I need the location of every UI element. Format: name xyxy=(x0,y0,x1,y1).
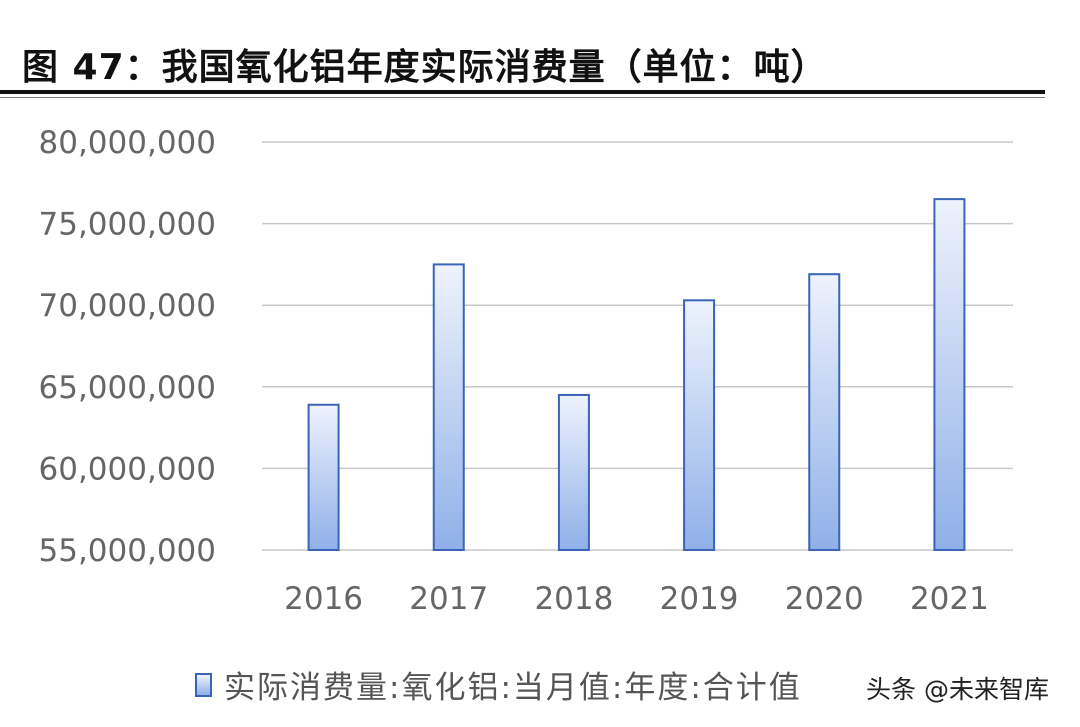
bar-2019 xyxy=(683,299,716,551)
bar-2016 xyxy=(307,403,340,552)
x-tick-label: 2020 xyxy=(785,581,864,617)
bar-2020 xyxy=(808,273,841,551)
watermark: 头条 @未来智库 xyxy=(862,670,1053,706)
y-tick-label: 80,000,000 xyxy=(39,125,217,161)
y-tick-label: 60,000,000 xyxy=(39,451,217,487)
x-tick-label: 2018 xyxy=(534,581,613,617)
title-rule xyxy=(0,90,1045,94)
title-rule-thin xyxy=(0,97,1045,98)
x-axis-ticks: 2016 2017 2018 2019 2020 2021 xyxy=(284,581,989,617)
figure-title: 图 47：我国氧化铝年度实际消费量（单位：吨） xyxy=(22,47,828,88)
x-tick-label: 2021 xyxy=(910,581,989,617)
y-tick-label: 65,000,000 xyxy=(39,370,217,406)
y-tick-label: 55,000,000 xyxy=(39,533,217,569)
bar-2017 xyxy=(432,263,465,551)
x-tick-label: 2017 xyxy=(409,581,488,617)
legend: 实际消费量:氧化铝:当月值:年度:合计值 xyxy=(195,662,802,707)
legend-label: 实际消费量:氧化铝:当月值:年度:合计值 xyxy=(224,670,802,706)
bars xyxy=(307,198,966,552)
bar-2021 xyxy=(933,198,966,551)
y-tick-label: 75,000,000 xyxy=(39,207,217,243)
legend-swatch xyxy=(195,672,212,697)
x-tick-label: 2016 xyxy=(284,581,363,617)
x-tick-label: 2019 xyxy=(660,581,739,617)
y-axis-ticks: 55,000,000 60,000,000 65,000,000 70,000,000… xyxy=(39,125,217,569)
gridlines xyxy=(262,141,1013,551)
y-tick-label: 70,000,000 xyxy=(39,288,217,324)
bar-2018 xyxy=(557,393,590,551)
